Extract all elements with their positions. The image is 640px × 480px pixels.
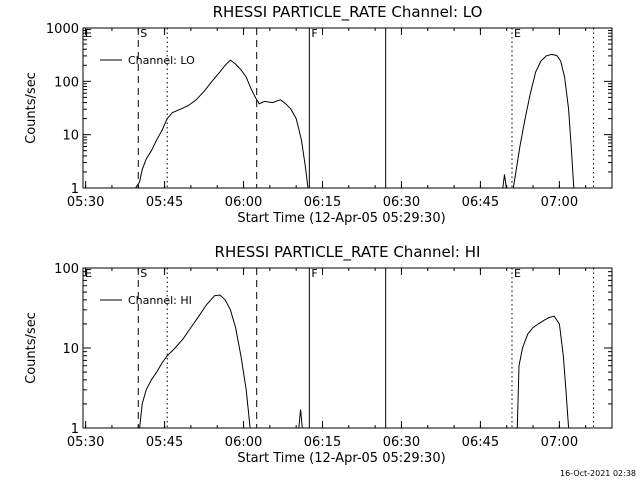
c1-xtick-label: 06:30 [383,435,420,450]
c0-rate-curve [135,59,309,189]
c0-plot-frame [82,27,613,189]
c0-event-marker-label: F [311,27,317,40]
c0-event-marker-label: S [140,27,147,40]
c0-legend-label: Channel: LO [128,54,195,67]
c0-xtick-label: 06:00 [225,195,262,210]
c0-ytick-label: 1 [71,182,79,197]
lo-channel-panel: RHESSI PARTICLE_RATE Channel: LO 05:30 05:… [24,3,613,226]
c1-xtick-label: 06:00 [225,435,262,450]
c0-xtick-label: 06:15 [304,195,341,210]
c0-xtick-label: 06:30 [383,195,420,210]
c1-title: RHESSI PARTICLE_RATE Channel: HI [215,243,481,262]
c1-xtick-label: 05:45 [146,435,183,450]
c0-xtick-label: 07:00 [541,195,578,210]
c1-xtick-label: 05:30 [67,435,104,450]
c1-y-axis-label: Counts/sec [24,312,39,384]
c0-event-marker-label: E [85,27,92,40]
c0-ytick-label: 1000 [46,22,79,37]
c0-rate-curve [502,174,507,189]
c0-y-axis-label: Counts/sec [24,72,39,144]
footer-timestamp: 16-Oct-2021 02:38 [560,469,636,478]
c1-plot-frame [82,267,613,429]
hi-channel-panel: RHESSI PARTICLE_RATE Channel: HI 05:30 05:… [24,243,613,466]
c1-event-marker-label: S [140,267,147,280]
c1-legend-label: Channel: HI [128,294,192,307]
c0-rate-curve [512,53,575,189]
c1-event-marker-label: E [514,267,521,280]
c0-title: RHESSI PARTICLE_RATE Channel: LO [213,3,483,22]
c1-rate-curve [516,315,570,429]
c1-event-marker-label: E [85,267,92,280]
c0-ytick-label: 10 [62,129,79,144]
c1-ytick-label: 1 [71,422,79,437]
c0-event-marker-label: E [514,27,521,40]
c1-xtick-label: 06:15 [304,435,341,450]
c1-x-axis-label: Start Time (12-Apr-05 05:29:30) [237,451,445,466]
c0-xtick-label: 05:30 [67,195,104,210]
c1-xtick-label: 06:45 [462,435,499,450]
c1-rate-curve [298,409,303,429]
c1-ytick-label: 10 [62,342,79,357]
c1-rate-curve [139,294,251,429]
c1-xtick-label: 07:00 [541,435,578,450]
c1-ytick-label: 100 [54,262,79,277]
c0-xtick-label: 06:45 [462,195,499,210]
c0-x-axis-label: Start Time (12-Apr-05 05:29:30) [237,211,445,226]
c0-xtick-label: 05:45 [146,195,183,210]
c0-ytick-label: 100 [54,75,79,90]
c1-event-marker-label: F [311,267,317,280]
